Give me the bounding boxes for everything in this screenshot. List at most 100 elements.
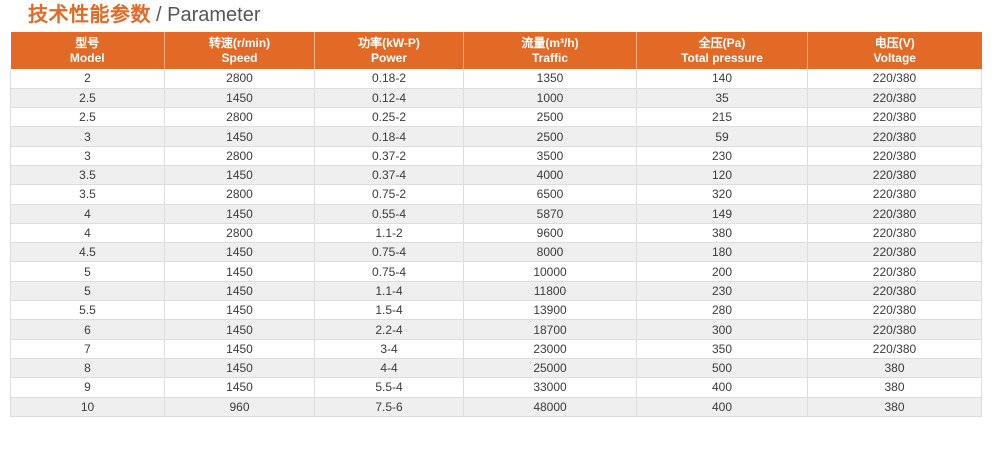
cell-model: 2.5 bbox=[10, 88, 165, 109]
cell-traffic: 6500 bbox=[463, 184, 637, 205]
column-header: 型号 Model bbox=[10, 32, 165, 69]
cell-speed: 2800 bbox=[164, 107, 315, 128]
cell-speed: 2800 bbox=[164, 223, 315, 244]
table-row: 4.5 1450 0.75-4 8000 180 220/380 bbox=[10, 242, 982, 263]
page-title-zh: 技术性能参数 bbox=[28, 4, 151, 26]
table-row: 5 1450 1.1-4 11800 230 220/380 bbox=[10, 281, 982, 302]
page-title-en: / Parameter bbox=[156, 4, 261, 26]
cell-total-pressure: 180 bbox=[636, 242, 808, 263]
cell-power: 0.12-4 bbox=[314, 88, 464, 109]
column-header-en: Traffic bbox=[531, 50, 568, 65]
cell-power: 0.25-2 bbox=[314, 107, 464, 128]
column-header-en: Power bbox=[370, 50, 407, 65]
column-header: 电压(V) Voltage bbox=[807, 32, 982, 69]
table-row: 5.5 1450 1.5-4 13900 280 220/380 bbox=[10, 300, 982, 321]
cell-model: 4 bbox=[10, 223, 165, 244]
cell-total-pressure: 400 bbox=[636, 397, 808, 417]
cell-speed: 1450 bbox=[164, 281, 315, 302]
cell-voltage: 220/380 bbox=[807, 242, 982, 263]
column-header-zh: 电压(V) bbox=[874, 35, 915, 50]
column-header-zh: 功率(kW-P) bbox=[358, 35, 420, 50]
cell-traffic: 3500 bbox=[463, 146, 637, 166]
cell-power: 0.75-2 bbox=[314, 184, 464, 205]
cell-power: 3-4 bbox=[314, 339, 464, 359]
cell-total-pressure: 400 bbox=[636, 377, 808, 398]
cell-model: 5 bbox=[10, 281, 165, 302]
cell-total-pressure: 230 bbox=[636, 281, 808, 302]
cell-power: 2.2-4 bbox=[314, 319, 464, 340]
table-row: 10 960 7.5-6 48000 400 380 bbox=[10, 397, 982, 417]
table-row: 2 2800 0.18-2 1350 140 220/380 bbox=[10, 69, 982, 89]
cell-traffic: 25000 bbox=[463, 358, 637, 379]
cell-speed: 1450 bbox=[164, 165, 315, 186]
table-row: 9 1450 5.5-4 33000 400 380 bbox=[10, 377, 982, 398]
cell-model: 7 bbox=[10, 339, 165, 359]
cell-voltage: 220/380 bbox=[807, 184, 982, 205]
cell-traffic: 10000 bbox=[463, 261, 637, 282]
column-header-zh: 型号 bbox=[75, 35, 100, 50]
cell-power: 1.1-2 bbox=[314, 223, 464, 244]
column-header-zh: 流量(m³/h) bbox=[521, 35, 579, 50]
cell-voltage: 220/380 bbox=[807, 165, 982, 186]
cell-speed: 960 bbox=[164, 397, 315, 417]
column-header: 流量(m³/h) Traffic bbox=[463, 32, 637, 69]
page-title: 技术性能参数 / Parameter bbox=[0, 0, 1000, 27]
cell-voltage: 220/380 bbox=[807, 126, 982, 147]
table-row: 6 1450 2.2-4 18700 300 220/380 bbox=[10, 319, 982, 340]
cell-speed: 1450 bbox=[164, 126, 315, 147]
cell-total-pressure: 300 bbox=[636, 319, 808, 340]
cell-model: 3 bbox=[10, 126, 165, 147]
cell-voltage: 220/380 bbox=[807, 281, 982, 302]
cell-speed: 2800 bbox=[164, 184, 315, 205]
cell-voltage: 220/380 bbox=[807, 204, 982, 224]
table-row: 3 2800 0.37-2 3500 230 220/380 bbox=[10, 146, 982, 166]
cell-model: 3 bbox=[10, 146, 165, 166]
cell-traffic: 48000 bbox=[463, 397, 637, 417]
table-row: 2.5 2800 0.25-2 2500 215 220/380 bbox=[10, 107, 982, 128]
cell-voltage: 380 bbox=[807, 358, 982, 379]
cell-power: 0.75-4 bbox=[314, 261, 464, 282]
cell-speed: 1450 bbox=[164, 204, 315, 224]
cell-total-pressure: 120 bbox=[636, 165, 808, 186]
cell-traffic: 13900 bbox=[463, 300, 637, 321]
cell-speed: 2800 bbox=[164, 146, 315, 166]
cell-total-pressure: 149 bbox=[636, 204, 808, 224]
header-row: 型号 Model 转速(r/min) Speed 功率(kW-P) Power … bbox=[10, 32, 982, 69]
cell-voltage: 220/380 bbox=[807, 300, 982, 321]
cell-model: 8 bbox=[10, 358, 165, 379]
cell-model: 4 bbox=[10, 204, 165, 224]
table-header: 型号 Model 转速(r/min) Speed 功率(kW-P) Power … bbox=[10, 32, 982, 69]
cell-power: 5.5-4 bbox=[314, 377, 464, 398]
cell-voltage: 220/380 bbox=[807, 88, 982, 109]
table-row: 7 1450 3-4 23000 350 220/380 bbox=[10, 339, 982, 359]
cell-voltage: 220/380 bbox=[807, 339, 982, 359]
cell-speed: 1450 bbox=[164, 319, 315, 340]
cell-traffic: 33000 bbox=[463, 377, 637, 398]
cell-traffic: 5870 bbox=[463, 204, 637, 224]
cell-model: 9 bbox=[10, 377, 165, 398]
cell-total-pressure: 59 bbox=[636, 126, 808, 147]
cell-model: 3.5 bbox=[10, 165, 165, 186]
cell-total-pressure: 200 bbox=[636, 261, 808, 282]
cell-speed: 1450 bbox=[164, 261, 315, 282]
cell-total-pressure: 230 bbox=[636, 146, 808, 166]
cell-total-pressure: 380 bbox=[636, 223, 808, 244]
table-row: 3.5 2800 0.75-2 6500 320 220/380 bbox=[10, 184, 982, 205]
table-row: 4 1450 0.55-4 5870 149 220/380 bbox=[10, 204, 982, 224]
column-header: 功率(kW-P) Power bbox=[314, 32, 464, 69]
cell-speed: 1450 bbox=[164, 88, 315, 109]
column-header-zh: 转速(r/min) bbox=[208, 35, 271, 50]
cell-model: 10 bbox=[10, 397, 165, 417]
cell-voltage: 220/380 bbox=[807, 107, 982, 128]
cell-total-pressure: 140 bbox=[636, 69, 808, 89]
cell-model: 5 bbox=[10, 261, 165, 282]
column-header-en: Voltage bbox=[873, 50, 916, 65]
table-row: 5 1450 0.75-4 10000 200 220/380 bbox=[10, 261, 982, 282]
cell-total-pressure: 215 bbox=[636, 107, 808, 128]
cell-speed: 1450 bbox=[164, 358, 315, 379]
cell-speed: 1450 bbox=[164, 300, 315, 321]
cell-speed: 1450 bbox=[164, 377, 315, 398]
cell-model: 5.5 bbox=[10, 300, 165, 321]
cell-traffic: 8000 bbox=[463, 242, 637, 263]
cell-traffic: 18700 bbox=[463, 319, 637, 340]
